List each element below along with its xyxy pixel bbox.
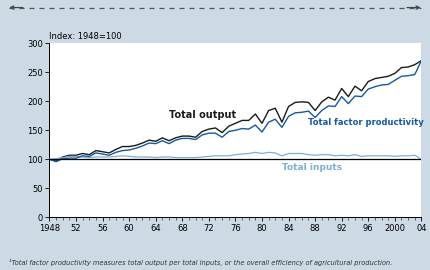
Text: Total inputs: Total inputs	[282, 163, 342, 172]
Text: Total factor productivity: Total factor productivity	[308, 118, 424, 127]
Text: Total output: Total output	[169, 110, 236, 120]
Text: Index: 1948=100: Index: 1948=100	[49, 32, 122, 41]
Text: ¹Total factor productivity measures total output per total inputs, or the overal: ¹Total factor productivity measures tota…	[9, 259, 392, 266]
